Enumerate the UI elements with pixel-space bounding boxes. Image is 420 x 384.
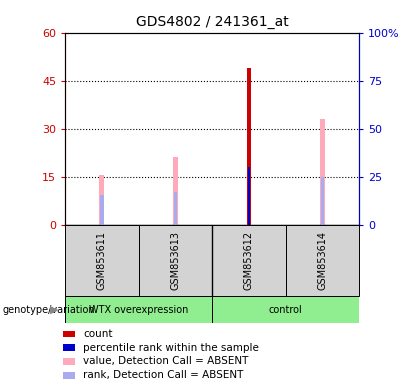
Bar — [63, 358, 75, 365]
Text: GSM853613: GSM853613 — [171, 231, 180, 290]
Text: GSM853611: GSM853611 — [97, 231, 107, 290]
Bar — [321, 177, 324, 225]
Bar — [247, 68, 251, 225]
Text: genotype/variation: genotype/variation — [2, 305, 95, 314]
Text: percentile rank within the sample: percentile rank within the sample — [83, 343, 259, 353]
Bar — [173, 157, 178, 225]
Bar — [63, 331, 75, 338]
Bar — [174, 192, 177, 225]
Bar — [286, 225, 359, 296]
Bar — [63, 344, 75, 351]
Bar — [248, 167, 250, 225]
Bar — [139, 225, 212, 296]
Bar — [212, 225, 286, 296]
Text: count: count — [83, 329, 113, 339]
Bar — [65, 296, 212, 323]
Text: WTX overexpression: WTX overexpression — [89, 305, 188, 314]
Bar — [63, 372, 75, 379]
Bar — [320, 119, 325, 225]
Text: rank, Detection Call = ABSENT: rank, Detection Call = ABSENT — [83, 370, 244, 380]
Text: GSM853612: GSM853612 — [244, 231, 254, 290]
Title: GDS4802 / 241361_at: GDS4802 / 241361_at — [136, 15, 289, 29]
Bar — [212, 296, 359, 323]
Text: ▶: ▶ — [50, 305, 59, 314]
Text: control: control — [269, 305, 302, 314]
Text: GSM853614: GSM853614 — [318, 231, 327, 290]
Bar — [65, 225, 139, 296]
Bar — [99, 175, 105, 225]
Bar — [100, 195, 103, 225]
Text: value, Detection Call = ABSENT: value, Detection Call = ABSENT — [83, 356, 249, 366]
